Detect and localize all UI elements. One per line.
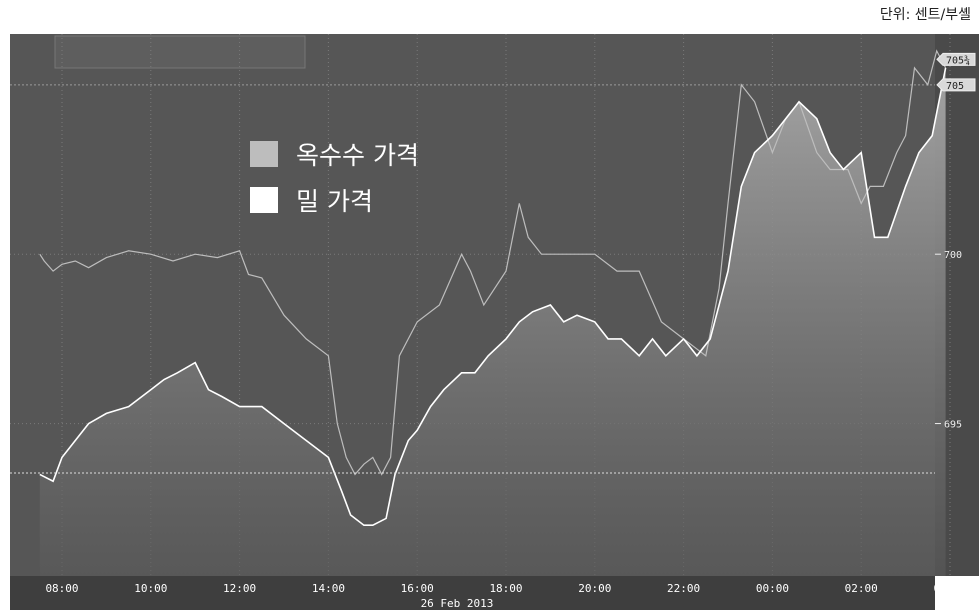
corn-price-line — [39, 49, 947, 476]
y-axis-ticks: 695 700 — [935, 250, 962, 431]
y-tick-label: 695 — [944, 420, 962, 431]
price-tag-label: 705¾ — [946, 54, 970, 66]
legend-corn-swatch — [250, 141, 278, 167]
price-tags: 705¾ 705 — [936, 52, 976, 92]
top-left-inset — [54, 35, 306, 69]
wheat-price-line — [39, 67, 947, 527]
price-tag-box — [936, 52, 976, 66]
price-tag-box — [936, 78, 976, 92]
legend-wheat-swatch — [250, 187, 278, 213]
x-tick-label: 22:00 — [667, 582, 700, 595]
x-tick-label: 10:00 — [134, 582, 167, 595]
x-tick-label: 08:00 — [45, 582, 78, 595]
wheat-area-fill — [39, 67, 946, 577]
x-tick-label: 12:00 — [223, 582, 256, 595]
legend-corn-label: 옥수수 가격 — [296, 141, 419, 170]
x-tick-label: 16:00 — [401, 582, 434, 595]
y-tick-label: 700 — [944, 250, 962, 261]
wheat-area — [39, 67, 946, 577]
x-tick-label: 14:00 — [312, 582, 345, 595]
series-lines — [39, 49, 947, 527]
x-tick-label: 00:00 — [756, 582, 789, 595]
x-axis-ticks: 08:00 10:00 12:00 14:00 16:00 18:00 20:00 22:00… — [45, 582, 966, 595]
x-tick-label: 20:00 — [578, 582, 611, 595]
x-axis-band — [10, 576, 935, 610]
x-tick-label: 02:00 — [845, 582, 878, 595]
legend: 옥수수 가격 밀 가격 — [250, 141, 419, 216]
x-tick-label: 04:00 — [933, 582, 966, 595]
price-tag-label: 705 — [946, 81, 964, 92]
legend-wheat-label: 밀 가격 — [296, 187, 373, 216]
unit-label: 단위: 센트/부셸 — [879, 7, 971, 23]
x-axis-date: 26 Feb 2013 — [421, 597, 494, 610]
x-tick-label: 18:00 — [489, 582, 522, 595]
